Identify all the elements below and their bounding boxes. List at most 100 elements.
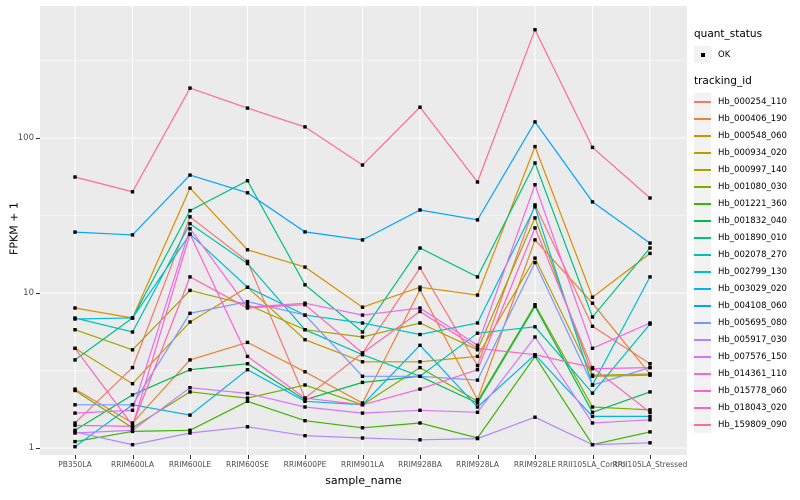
data-point-marker (188, 358, 192, 362)
data-point-marker (533, 28, 537, 32)
legend-key-box (694, 46, 711, 63)
y-tick-label: 100 (17, 133, 34, 143)
data-point-marker (130, 348, 135, 352)
data-point-marker (418, 285, 422, 289)
legend-item-label: Hb_000254_110 (718, 96, 787, 107)
data-point-marker (418, 246, 422, 250)
data-point-marker (130, 423, 135, 428)
data-point-marker (360, 360, 365, 364)
data-point-marker (245, 285, 250, 289)
legend-item-label: Hb_007576_150 (718, 351, 787, 362)
data-point-marker (533, 415, 537, 419)
data-point-marker (188, 208, 192, 213)
data-point-marker (245, 259, 250, 264)
data-point-marker (245, 191, 250, 195)
data-point-marker (590, 405, 595, 409)
data-point-marker (590, 391, 595, 395)
data-point-marker (475, 405, 480, 409)
legend-line-swatch (694, 372, 711, 375)
legend-item-label: Hb_003029_020 (718, 283, 787, 294)
data-point-marker (188, 186, 192, 190)
legend-item-Hb_007576_150: Hb_007576_150 (694, 348, 800, 365)
data-point-marker (590, 295, 595, 299)
legend-item-label: Hb_015778_060 (718, 385, 787, 396)
legend-key-box (694, 399, 711, 416)
data-point-marker (130, 408, 135, 412)
data-point-marker (130, 316, 135, 320)
data-point-marker (73, 358, 77, 362)
legend-item-Hb_002078_270: Hb_002078_270 (694, 246, 800, 263)
data-point-marker (188, 227, 192, 231)
data-point-marker (590, 365, 595, 370)
data-point-marker (648, 275, 652, 279)
data-point-marker (533, 226, 537, 230)
data-point-marker (418, 360, 422, 364)
x-tick-label: RRII105LA_Control (557, 460, 628, 469)
legend-key-box (694, 314, 711, 331)
data-point-marker (303, 434, 307, 438)
data-point-marker (188, 320, 192, 324)
legend-line-swatch (694, 253, 711, 256)
data-point-marker (475, 368, 480, 372)
legend-item-label: Hb_018043_020 (718, 402, 787, 413)
legend-item-Hb_005695_080: Hb_005695_080 (694, 314, 800, 331)
x-tick-mark (477, 455, 479, 459)
data-point-marker (303, 399, 307, 403)
legend-key-box (694, 195, 711, 212)
data-point-marker (188, 368, 192, 372)
legend-item-Hb_000406_190: Hb_000406_190 (694, 110, 800, 127)
legend-item-ok: OK (694, 46, 800, 63)
data-point-marker (475, 378, 480, 382)
x-tick-mark (247, 455, 249, 459)
data-point-marker (418, 438, 422, 442)
data-point-marker (590, 315, 595, 319)
legend-key-box (694, 229, 711, 246)
legend-key-box (694, 263, 711, 280)
data-point-marker (360, 305, 365, 309)
data-point-marker (648, 390, 652, 394)
data-point-marker (73, 403, 77, 407)
legend-item-label: Hb_002799_130 (718, 266, 787, 277)
data-point-marker (648, 321, 652, 325)
data-point-marker (188, 86, 192, 90)
legend-item-label: Hb_001832_040 (718, 215, 787, 226)
y-tick-label: 1 (28, 443, 34, 453)
data-point-marker (303, 383, 307, 387)
legend-key-box (694, 348, 711, 365)
data-point-marker (475, 343, 480, 347)
data-point-marker (303, 396, 307, 400)
legend-item-label: Hb_000406_190 (718, 113, 787, 124)
data-point-marker (130, 403, 135, 407)
x-tick-mark (305, 455, 306, 459)
y-tick-mark (36, 293, 40, 294)
plot-panel (40, 6, 687, 455)
data-point-marker (418, 266, 422, 270)
data-point-marker (73, 346, 77, 350)
legend-key-box (694, 416, 711, 433)
data-point-marker (188, 173, 192, 177)
data-point-marker (648, 418, 652, 422)
data-point-marker (360, 374, 365, 378)
legend-item-Hb_014361_110: Hb_014361_110 (694, 365, 800, 382)
y-axis-title: FPKM + 1 (7, 202, 21, 255)
data-point-marker (360, 351, 365, 355)
data-point-marker (533, 183, 537, 187)
data-point-marker (360, 313, 365, 317)
legend-item-Hb_000254_110: Hb_000254_110 (694, 93, 800, 110)
data-point-marker (73, 439, 77, 444)
x-tick-label: RRIM901LA (341, 460, 384, 469)
legend-title-tracking-id: tracking_id (694, 75, 752, 87)
data-point-marker (130, 393, 135, 397)
data-point-marker (73, 306, 77, 310)
legend-item-label: Hb_001890_010 (718, 232, 787, 243)
data-point-marker (360, 321, 365, 325)
data-point-marker (188, 232, 192, 236)
data-point-marker (303, 230, 307, 234)
legend-key-box (694, 144, 711, 161)
data-point-marker (303, 338, 307, 342)
x-tick-mark (190, 455, 191, 459)
legend-item-Hb_001080_030: Hb_001080_030 (694, 178, 800, 195)
data-point-marker (475, 401, 480, 405)
data-point-marker (590, 383, 595, 387)
data-point-marker (475, 180, 480, 184)
